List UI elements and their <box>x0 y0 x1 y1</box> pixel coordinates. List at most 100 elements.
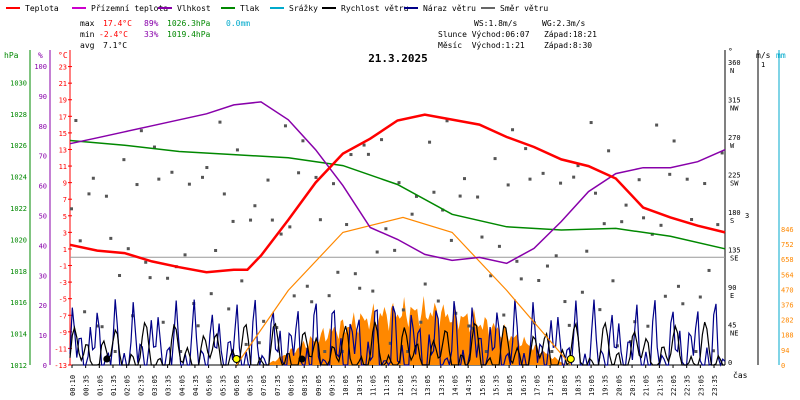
wind-direction-dot <box>484 350 488 353</box>
wind-direction-dot <box>209 292 213 296</box>
sunset-marker <box>566 355 575 363</box>
legend-label-vlhkost: Vlhkost <box>177 4 211 13</box>
wind-direction-dot <box>567 323 571 327</box>
wind-direction-dot <box>493 157 497 161</box>
deg-tick-label: 360 <box>728 59 741 67</box>
wind-direction-dot <box>187 182 191 186</box>
c-tick-label: 21 <box>59 80 67 88</box>
wind-direction-dot <box>170 170 174 174</box>
wind-direction-dot <box>467 324 471 328</box>
c-tick-label: 1 <box>63 246 67 254</box>
wind-direction-dot <box>602 222 606 226</box>
wind-direction-dot <box>406 350 410 353</box>
wind-direction-dot <box>70 207 73 211</box>
stats-max-label: max <box>80 19 95 28</box>
wind-direction-dot <box>694 350 698 353</box>
pct-tick-label: 100 <box>34 63 47 71</box>
axis-title-hpa: hPa <box>4 51 19 60</box>
c-tick-label: -3 <box>59 279 67 287</box>
hpa-tick-label: 1016 <box>10 299 27 307</box>
x-tick-label: 13:05 <box>424 375 432 396</box>
wind-direction-dot <box>353 272 357 276</box>
wind-direction-dot <box>78 239 82 243</box>
wind-direction-dot <box>113 350 117 353</box>
axis-title-time: čas <box>733 370 748 380</box>
wind-direction-dot <box>104 194 108 198</box>
mm-tick-label: 282 <box>781 317 794 325</box>
legend-label-naraz-vetru: Náraz větru <box>423 4 476 13</box>
wind-direction-dot <box>463 177 466 181</box>
stats-max-temp: 17.4°C <box>103 19 132 28</box>
wind-direction-dot <box>563 300 567 304</box>
pct-tick-label: 70 <box>39 153 47 161</box>
x-tick-label: 07:05 <box>260 375 268 396</box>
wind-direction-dot <box>240 279 244 283</box>
wind-direction-dot <box>161 320 165 324</box>
wind-direction-dot <box>698 295 702 299</box>
wind-direction-dot <box>585 249 589 253</box>
wind-direction-dot <box>620 220 624 224</box>
x-tick-label: 09:35 <box>329 375 337 396</box>
x-tick-label: 05:05 <box>206 375 214 396</box>
deg-tick-label: 225 <box>728 172 741 180</box>
c-tick-label: 13 <box>59 146 67 154</box>
wind-direction-dot <box>528 177 532 181</box>
temperature-line <box>69 113 726 274</box>
wind-direction-dot <box>362 143 366 147</box>
x-tick-label: 22:05 <box>670 375 678 396</box>
legend: Teplota Přízemní teplota Vlhkost Tlak Sr… <box>6 4 548 13</box>
x-tick-label: 21:05 <box>643 375 651 396</box>
wind-direction-dot <box>401 308 405 312</box>
x-tick-label: 07:35 <box>274 375 282 396</box>
axis-title-ms: m/s <box>756 51 771 60</box>
x-tick-label: 15:05 <box>479 375 487 396</box>
hpa-tick-label: 1030 <box>10 79 27 87</box>
pct-tick-label: 10 <box>39 332 47 340</box>
stats-max-press: 1026.3hPa <box>167 19 211 28</box>
wind-direction-dot <box>179 350 183 353</box>
wind-direction-dot <box>301 139 305 143</box>
wind-direction-dot <box>349 153 353 157</box>
wind-direction-dot <box>519 277 523 281</box>
stats-min-temp: -2.4°C <box>99 30 128 39</box>
hpa-tick-label: 1028 <box>10 111 27 119</box>
c-tick-label: 11 <box>59 163 67 171</box>
wind-direction-dot <box>707 268 711 272</box>
wind-direction-dot <box>83 310 87 314</box>
pct-tick-label: 60 <box>39 183 47 191</box>
pressure-line <box>69 139 726 250</box>
wind-direction-dot <box>126 247 130 251</box>
wind-direction-dot <box>266 178 270 182</box>
mm-tick-label: 658 <box>781 256 794 264</box>
x-tick-label: 02:05 <box>124 375 132 396</box>
x-tick-label: 08:35 <box>301 375 309 396</box>
wind-direction-dot <box>139 129 143 133</box>
wind-direction-dot <box>336 270 340 274</box>
wind-direction-dot <box>218 120 222 124</box>
deg-tick-label: 135 <box>728 247 741 255</box>
stats-ws: WS:1.8m/s <box>474 19 518 28</box>
wind-direction-dot <box>559 181 563 185</box>
c-tick-label: -9 <box>59 329 67 337</box>
deg-tick-label: 90 <box>728 284 736 292</box>
wind-direction-dot <box>283 124 287 128</box>
wind-direction-dot <box>476 195 480 199</box>
wind-direction-dot <box>227 307 231 311</box>
ms-tick-label: 3 <box>745 212 749 220</box>
x-tick-label: 23:35 <box>711 375 719 396</box>
hpa-tick-label: 1026 <box>10 142 27 150</box>
x-tick-label: 05:35 <box>219 375 227 396</box>
c-tick-label: 17 <box>59 113 67 121</box>
wind-direction-dot <box>152 145 156 149</box>
hpa-tick-label: 1022 <box>10 205 27 213</box>
wind-direction-dot <box>703 182 707 186</box>
wind-direction-dot <box>249 218 253 222</box>
stats-max-hum: 89% <box>144 19 159 28</box>
wind-direction-dot <box>441 208 445 212</box>
wind-direction-dot <box>511 128 515 132</box>
deg-tick-label: 0 <box>728 359 732 367</box>
pct-tick-label: 20 <box>39 302 47 310</box>
wind-direction-dot <box>607 149 611 153</box>
wind-direction-dot <box>183 253 187 257</box>
